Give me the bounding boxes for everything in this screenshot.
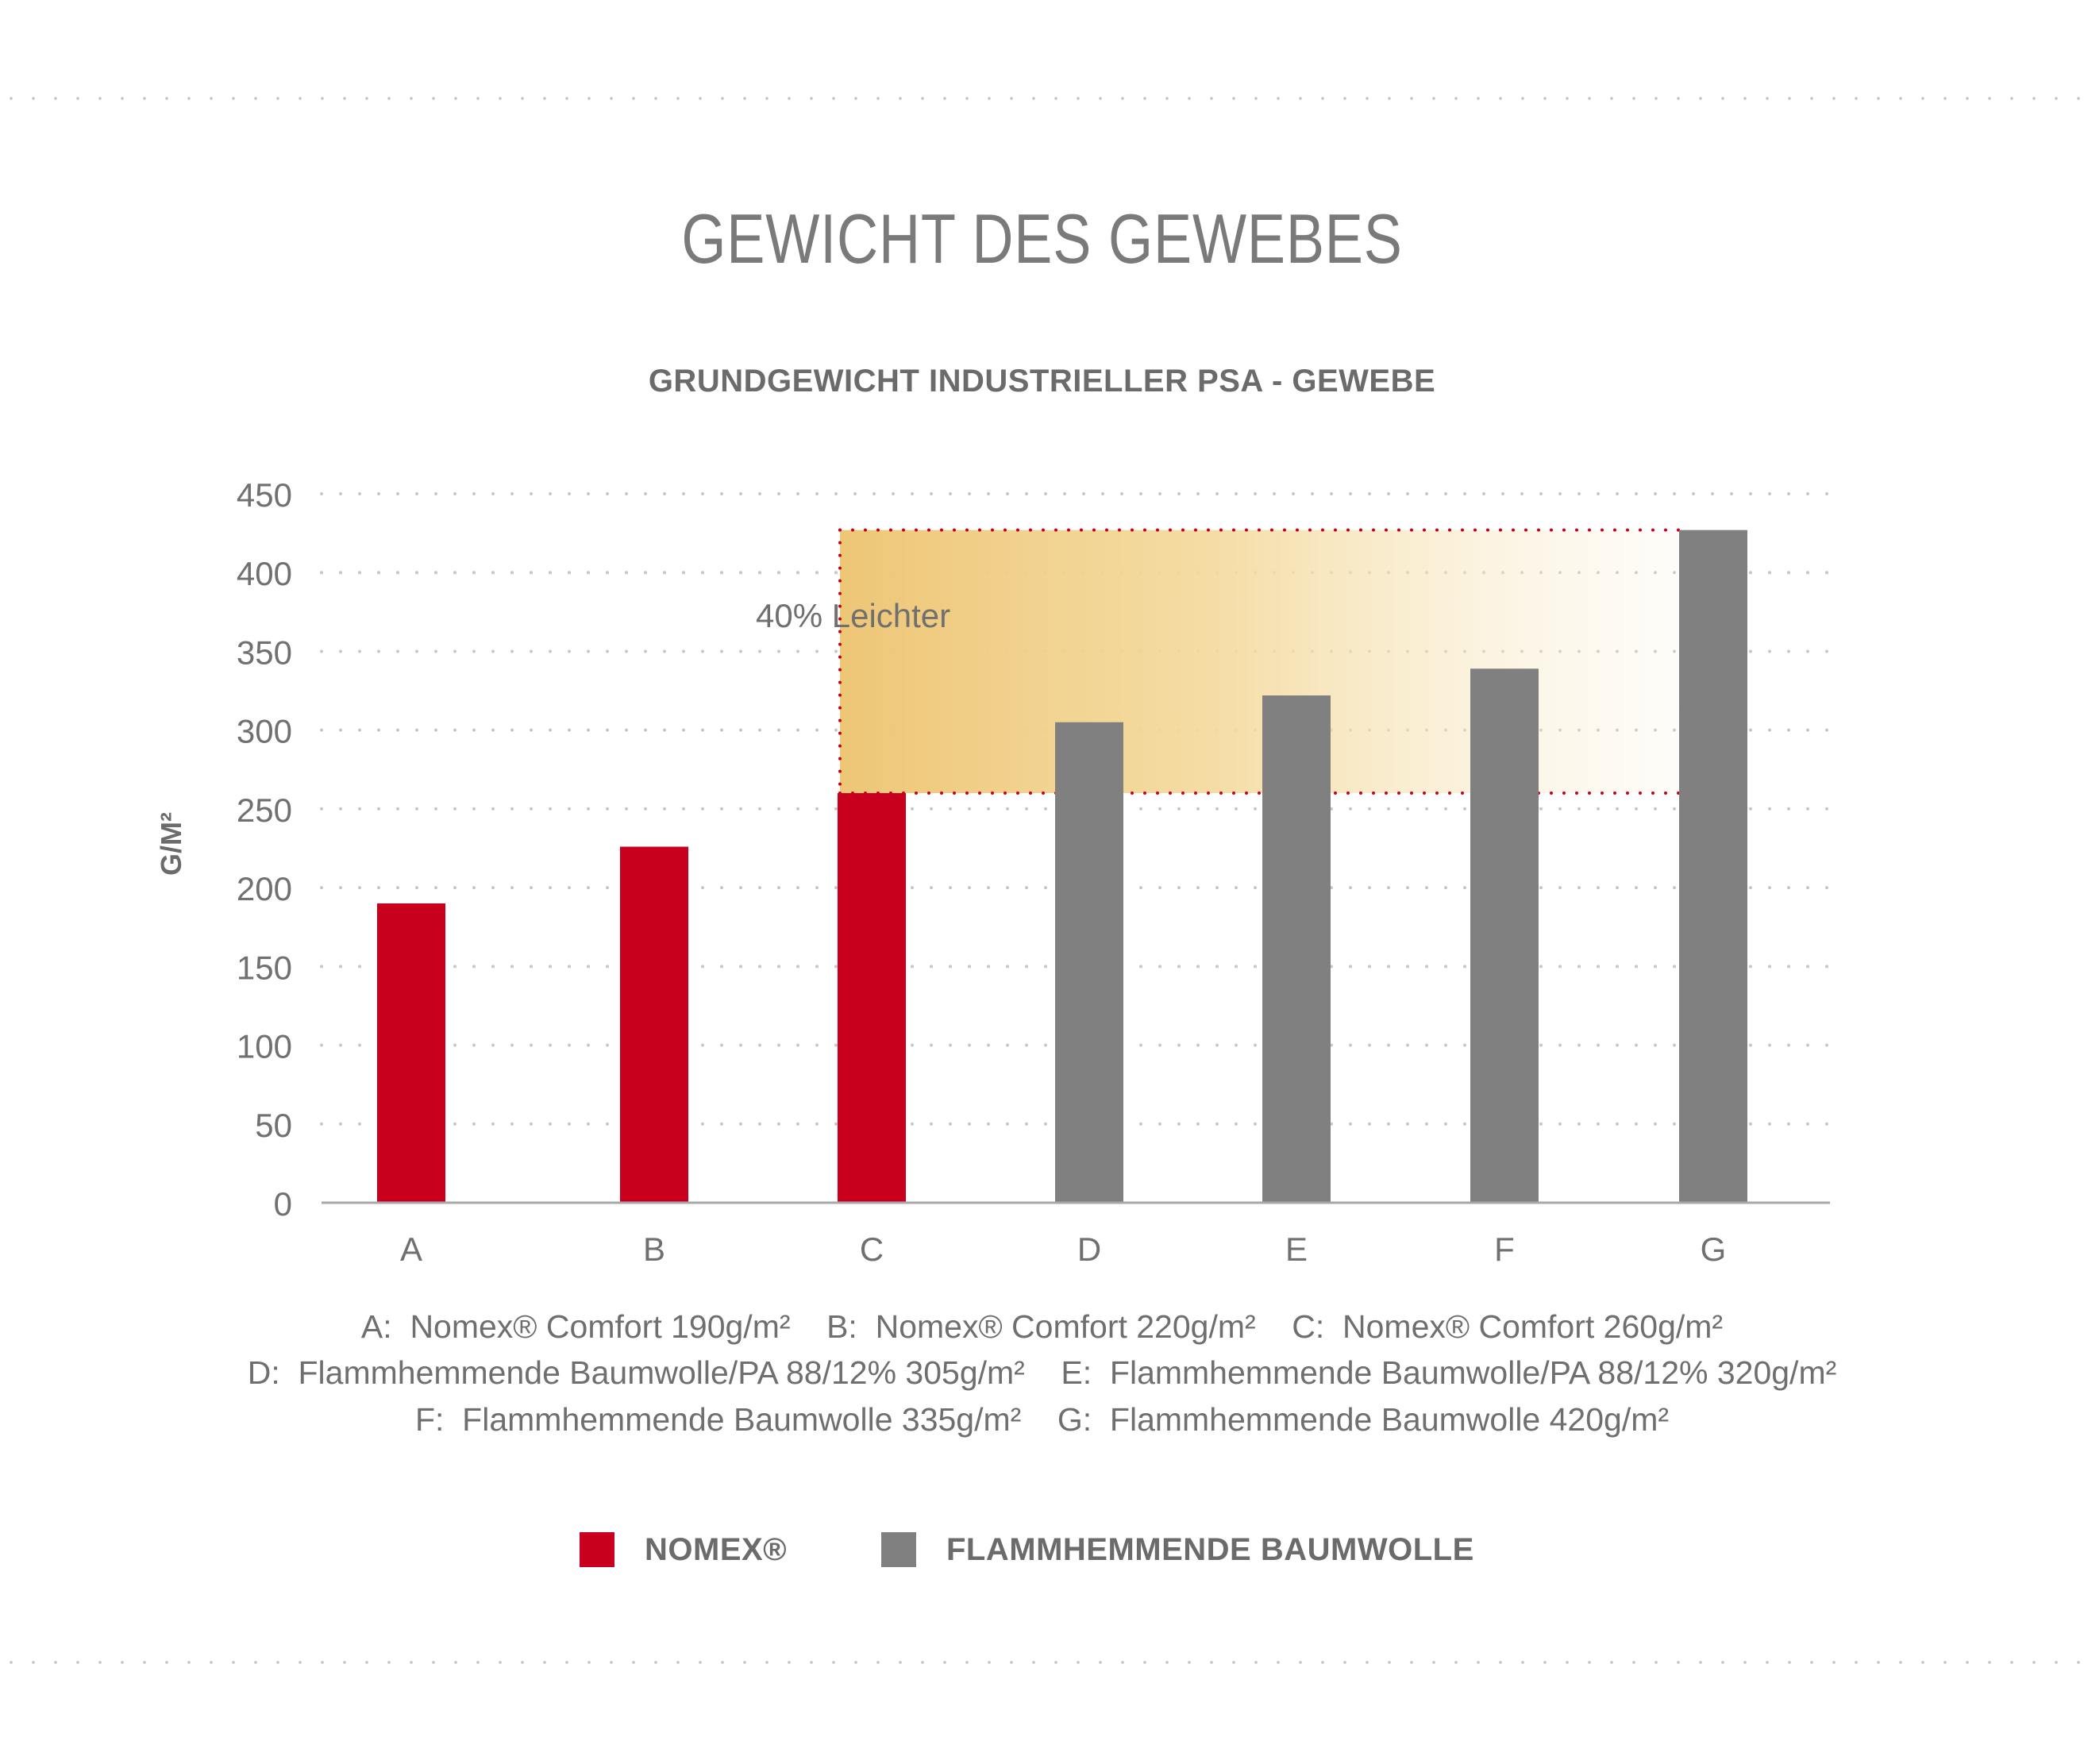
legend-label-baumwolle: FLAMMHEMMENDE BAUMWOLLE bbox=[946, 1531, 1474, 1567]
y-tick-label-400: 400 bbox=[237, 555, 292, 592]
description-line-1: A: Nomex® Comfort 190g/m² B: Nomex® Comf… bbox=[360, 1308, 1724, 1345]
y-tick-label-50: 50 bbox=[255, 1107, 292, 1144]
legend-swatch-nomex bbox=[580, 1532, 614, 1567]
page-title: GEWICHT DES GEWEBES bbox=[681, 199, 1403, 278]
description-line-3: F: Flammhemmende Baumwolle 335g/m² G: Fl… bbox=[414, 1401, 1670, 1438]
bar-a bbox=[377, 903, 445, 1203]
legend-item-nomex: NOMEX® bbox=[580, 1532, 787, 1567]
x-tick-label-g: G bbox=[1701, 1231, 1727, 1268]
x-tick-label-d: D bbox=[1077, 1231, 1101, 1268]
y-tick-label-150: 150 bbox=[237, 949, 292, 986]
bar-d bbox=[1055, 722, 1123, 1203]
legend-item-baumwolle: FLAMMHEMMENDE BAUMWOLLE bbox=[881, 1532, 1474, 1567]
bar-f bbox=[1470, 668, 1539, 1203]
y-tick-label-100: 100 bbox=[237, 1028, 292, 1065]
x-tick-label-f: F bbox=[1494, 1231, 1515, 1268]
y-tick-label-200: 200 bbox=[237, 870, 292, 907]
top-dotted-divider bbox=[0, 97, 2084, 100]
legend-swatch-baumwolle bbox=[881, 1532, 916, 1567]
y-tick-label-250: 250 bbox=[237, 791, 292, 829]
bar-e bbox=[1262, 695, 1331, 1203]
y-tick-label-450: 450 bbox=[237, 476, 292, 514]
x-tick-label-b: B bbox=[643, 1231, 665, 1268]
highlight-area bbox=[840, 530, 1679, 794]
bar-c bbox=[838, 793, 906, 1203]
y-axis-label: G/M² bbox=[155, 812, 187, 876]
bar-chart: 0 50 100 150 200 250 300 350 400 450 A B C D E F G 40% Le… bbox=[155, 476, 1832, 1268]
annotation-label: 40% Leichter bbox=[756, 597, 950, 634]
bar-b bbox=[620, 846, 688, 1203]
description-line-2: D: Flammhemmende Baumwolle/PA 88/12% 305… bbox=[247, 1354, 1837, 1391]
x-tick-label-c: C bbox=[860, 1231, 884, 1268]
y-tick-label-300: 300 bbox=[237, 713, 292, 750]
chart-title: GRUNDGEWICHT INDUSTRIELLER PSA - GEWEBE bbox=[648, 364, 1436, 399]
y-tick-label-0: 0 bbox=[274, 1185, 292, 1223]
x-tick-label-a: A bbox=[400, 1231, 422, 1268]
legend-label-nomex: NOMEX® bbox=[645, 1531, 788, 1567]
bar-g bbox=[1679, 530, 1747, 1203]
y-tick-label-350: 350 bbox=[237, 634, 292, 671]
x-tick-label-e: E bbox=[1285, 1231, 1308, 1268]
bottom-dotted-divider bbox=[0, 1661, 2084, 1664]
